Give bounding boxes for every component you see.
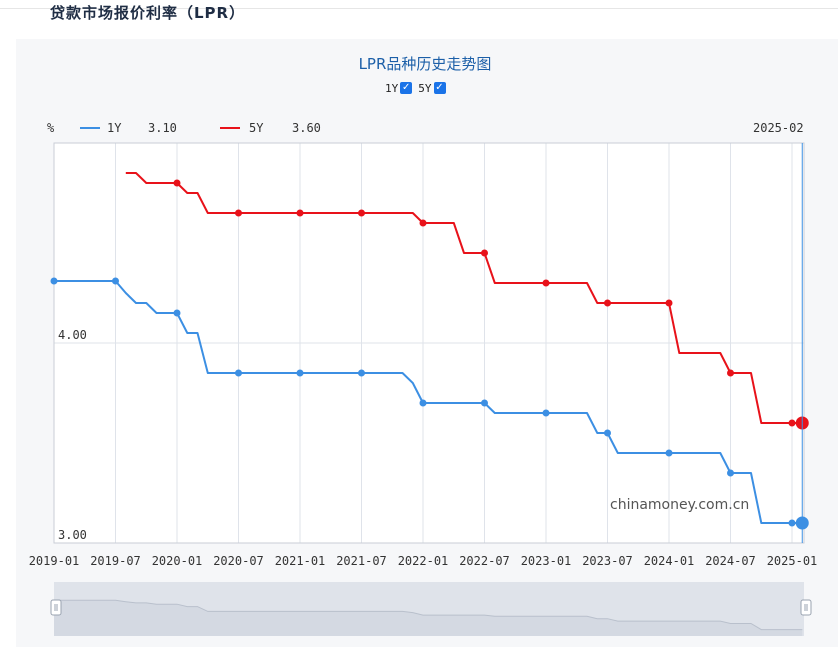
cursor-date-label: 2025-02 [753, 121, 804, 135]
series-1y-point[interactable] [173, 309, 181, 317]
y-tick-label: 4.00 [58, 328, 87, 342]
series-1y-point[interactable] [419, 399, 427, 407]
watermark: chinamoney.com.cn [610, 497, 749, 513]
x-tick-label: 2022-01 [398, 554, 449, 568]
legend-5y-value: 3.60 [292, 121, 321, 135]
series-5y-point[interactable] [481, 249, 488, 257]
x-tick-label: 2023-07 [582, 554, 633, 568]
series-1y-point[interactable] [50, 277, 58, 285]
x-tick-label: 2021-01 [275, 554, 326, 568]
toggle-5y[interactable]: 5Y ✓ [418, 81, 446, 95]
legend-1y-value: 3.10 [148, 121, 177, 135]
toggle-5y-checkbox[interactable]: ✓ [433, 82, 446, 94]
toggle-1y-label: 1Y [385, 81, 399, 95]
series-5y-point[interactable] [788, 419, 796, 427]
x-tick-label: 2021-07 [336, 554, 387, 568]
unit-label: % [47, 121, 55, 135]
series-5y-point[interactable] [296, 209, 304, 217]
legend-5y-name[interactable]: 5Y [249, 121, 264, 135]
series-1y-point[interactable] [665, 449, 673, 457]
x-tick-label: 2020-01 [152, 554, 203, 568]
series-5y-point[interactable] [665, 299, 673, 307]
navigator-left-handle[interactable] [50, 599, 62, 616]
toggle-1y[interactable]: 1Y ✓ [385, 81, 413, 95]
x-tick-label: 2020-07 [213, 554, 264, 568]
x-tick-label: 2023-01 [521, 554, 572, 568]
x-tick-label: 2025-01 [767, 554, 818, 568]
series-5y-point[interactable] [727, 369, 734, 377]
x-tick-label: 2024-07 [705, 554, 756, 568]
series-5y-point[interactable] [358, 209, 365, 217]
x-tick-label: 2019-07 [90, 554, 141, 568]
x-tick-label: 2019-01 [29, 554, 80, 568]
x-tick-label: 2024-01 [644, 554, 695, 568]
series-1y-point[interactable] [727, 469, 734, 477]
series-1y-point[interactable] [296, 369, 304, 377]
toggle-1y-checkbox[interactable]: ✓ [400, 82, 413, 94]
series-1y-point[interactable] [788, 519, 796, 527]
series-1y-point[interactable] [604, 429, 611, 437]
toggle-5y-label: 5Y [418, 81, 432, 95]
series-5y-point[interactable] [235, 209, 242, 217]
y-tick-label: 3.00 [58, 528, 87, 542]
series-1y-markers [50, 277, 809, 530]
series-5y-point[interactable] [419, 219, 427, 227]
series-1y-point[interactable] [112, 277, 119, 285]
series-1y-point[interactable] [542, 409, 550, 417]
legend-1y-name[interactable]: 1Y [107, 121, 122, 135]
top-divider [0, 8, 838, 9]
series-toggles: 1Y ✓ 5Y ✓ [385, 80, 452, 96]
series-1y-point[interactable] [481, 399, 488, 407]
series-5y-point[interactable] [173, 179, 181, 187]
x-tick-label: 2022-07 [459, 554, 510, 568]
page-title: 贷款市场报价利率（LPR） [50, 4, 246, 22]
plot-frame [53, 142, 805, 544]
y-axis-labels: 3.00 4.00 [58, 328, 87, 542]
series-1y-point[interactable] [358, 369, 365, 377]
series-5y-point[interactable] [604, 299, 611, 307]
navigator-series-area [54, 600, 803, 636]
x-axis-labels: 2019-01 2019-07 2020-01 2020-07 2021-01 2021-… [29, 554, 818, 568]
series-1y-point[interactable] [235, 369, 242, 377]
navigator-series-line [54, 599, 803, 631]
chart-title: LPR品种历史走势图 [358, 55, 492, 73]
series-5y-point[interactable] [542, 279, 550, 287]
series-1y-line[interactable] [54, 280, 803, 524]
navigator-right-handle[interactable] [800, 599, 812, 616]
